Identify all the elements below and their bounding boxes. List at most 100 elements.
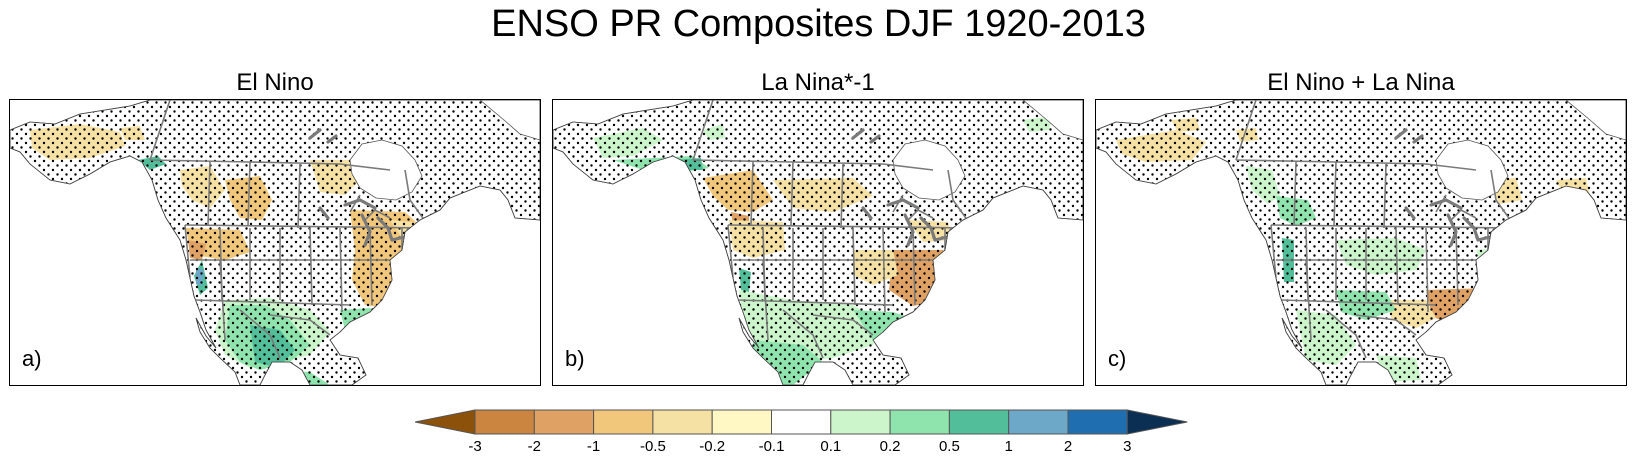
map-frame: b): [552, 99, 1084, 386]
colorbar-tick-label: 0.2: [879, 438, 901, 455]
map-panel-el-nino: a): [9, 99, 541, 386]
boundary-line: [239, 309, 281, 359]
greenland: [1022, 100, 1083, 141]
boundary-line: [297, 163, 301, 229]
colorbar-swatch: [711, 409, 773, 435]
colorbar-labels: -3 -2 -1 -0.5 -0.2 -0.1 0.1 0.2 0.5 1 2 3: [0, 438, 1637, 458]
map-svg: [10, 100, 540, 385]
boundary-line: [947, 169, 954, 201]
coastline: [10, 100, 540, 385]
colorbar-tick-label: 3: [1123, 438, 1132, 455]
map-svg: [1096, 100, 1626, 385]
figure-title: ENSO PR Composites DJF 1920-2013: [491, 3, 1146, 45]
boundary-line: [309, 319, 331, 336]
lake-outline: [1462, 216, 1480, 242]
boundary-line: [1293, 161, 1297, 226]
panel-label: b): [565, 346, 585, 371]
colorbar-swatch: [593, 409, 654, 435]
significance-stipple: [10, 100, 540, 385]
boundary-line: [692, 159, 934, 171]
boundary-line: [1425, 227, 1429, 313]
colorbar-tick-label: 0.1: [820, 438, 842, 455]
significance-stipple: [553, 100, 1083, 385]
colorbar-tick-label: -1: [586, 438, 601, 455]
boundary-line: [1450, 209, 1477, 221]
significance-stipple: [1096, 100, 1626, 385]
panel-b-title: La Nina*-1: [761, 69, 875, 96]
colorbar-tick-label: -0.2: [699, 438, 726, 455]
colorbar-swatch: [830, 409, 891, 435]
lake-outline: [343, 198, 377, 210]
colorbar-tick-label: -0.1: [758, 438, 785, 455]
map-panel-la-nina: b): [552, 99, 1084, 386]
boundary-line: [269, 314, 311, 321]
colorbar-swatch: [1067, 409, 1128, 435]
boundary-line: [1355, 314, 1397, 321]
boundary-line: [882, 227, 886, 313]
boundary-line: [852, 227, 856, 306]
boundary-line: [219, 259, 226, 341]
boundary-line: [1395, 227, 1399, 306]
lake-outline: [919, 216, 937, 242]
boundary-line: [907, 209, 934, 221]
boundary-line: [339, 227, 343, 313]
boundary-line: [840, 163, 844, 229]
boundary-line: [912, 227, 916, 306]
boundary-line: [1435, 194, 1447, 213]
map-svg: [553, 100, 1083, 385]
colorbar-tick-label: 2: [1063, 438, 1073, 455]
panel-a-title: El Nino: [236, 69, 314, 96]
boundary-line: [149, 100, 171, 161]
colorbar-tick-label: 0.5: [938, 438, 960, 455]
lake-outline: [376, 216, 394, 242]
boundary-line: [1395, 319, 1417, 336]
boundary-line: [207, 161, 211, 226]
boundary-line: [1235, 100, 1257, 161]
coastline: [553, 100, 1083, 385]
map-frame: c): [1095, 99, 1627, 386]
lake-outline: [308, 128, 322, 140]
panel-label: c): [1108, 346, 1127, 371]
boundary-line: [1490, 169, 1497, 201]
boundary-line: [1325, 309, 1367, 359]
colorbar-swatch: [474, 409, 535, 435]
boundary-line: [892, 194, 904, 213]
boundary-line: [1305, 259, 1312, 341]
lake-outline: [1412, 134, 1424, 144]
map-frame: a): [9, 99, 541, 386]
lake-outline: [360, 213, 372, 247]
anomaly-patch: [350, 328, 370, 348]
boundary-line: [738, 299, 894, 306]
lake-outline: [1394, 128, 1408, 140]
boundary-line: [1383, 163, 1387, 229]
lake-outline: [1446, 213, 1458, 247]
boundary-line: [762, 259, 769, 341]
coastline: [1096, 100, 1626, 385]
colorbar-tick-label: -3: [468, 438, 482, 455]
boundary-line: [404, 169, 411, 201]
anomaly-patch: [898, 328, 915, 346]
boundary-line: [692, 100, 714, 161]
boundary-line: [247, 161, 251, 226]
political-boundaries: [149, 100, 451, 359]
map-panel-sum: c): [1095, 99, 1627, 386]
colorbar-swatch: [889, 409, 950, 435]
political-boundaries: [1235, 100, 1537, 359]
lake-outline: [1404, 206, 1416, 220]
greenland: [1565, 100, 1626, 141]
anomaly-patch: [1486, 330, 1506, 360]
greenland: [479, 100, 540, 141]
colorbar-swatch: [1008, 409, 1069, 435]
panel-c-title: El Nino + La Nina: [1267, 69, 1455, 96]
lake-outline: [851, 128, 865, 140]
colorbar-left-arrow: [415, 409, 476, 435]
boundary-line: [1455, 227, 1459, 306]
colorbar-tick-label: 1: [1004, 438, 1013, 455]
boundary-line: [1235, 159, 1477, 171]
lake-outline: [903, 213, 915, 247]
boundary-line: [349, 194, 361, 213]
lake-outline: [326, 134, 338, 144]
lake-outline: [869, 134, 881, 144]
boundary-line: [1333, 161, 1337, 226]
boundary-line: [195, 299, 351, 306]
